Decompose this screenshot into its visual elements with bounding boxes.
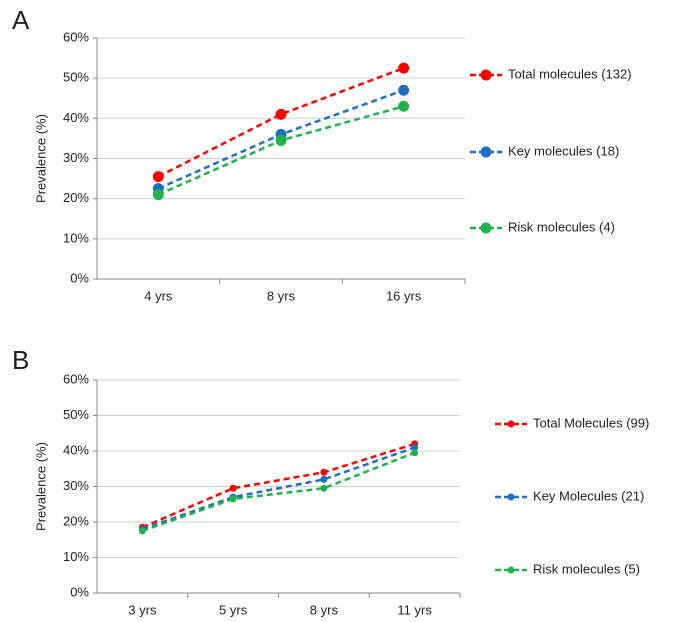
y-tick-label: 60%: [63, 371, 89, 386]
y-tick-label: 30%: [63, 478, 89, 493]
data-point: [398, 84, 410, 96]
series-line: [141, 442, 415, 529]
panel-label: B: [12, 345, 29, 375]
legend-label: Total Molecules (99): [533, 415, 649, 430]
y-tick-label: 50%: [63, 407, 89, 422]
data-point: [275, 108, 287, 120]
legend-marker: [507, 420, 515, 428]
y-tick-label: 60%: [63, 29, 89, 44]
y-tick-label: 40%: [63, 442, 89, 457]
y-tick-label: 0%: [70, 270, 89, 285]
y-tick-label: 40%: [63, 110, 89, 125]
x-tick-label: 5 yrs: [219, 602, 248, 617]
x-tick-label: 11 yrs: [397, 602, 432, 617]
legend-label: Risk molecules (5): [533, 561, 640, 576]
legend-marker: [480, 146, 492, 158]
legend-marker: [480, 222, 492, 234]
data-point: [320, 475, 328, 483]
data-point: [411, 443, 419, 451]
x-tick-label: 4 yrs: [144, 288, 173, 303]
y-axis-label: Prevalence (%): [33, 442, 48, 531]
series-line: [141, 451, 416, 533]
data-point: [320, 484, 328, 492]
data-point: [411, 449, 419, 457]
x-tick-label: 16 yrs: [386, 288, 422, 303]
legend-label: Total molecules (132): [508, 66, 632, 81]
x-tick-label: 8 yrs: [310, 602, 339, 617]
data-point: [152, 189, 164, 201]
y-tick-label: 0%: [70, 584, 89, 599]
y-tick-label: 20%: [63, 190, 89, 205]
data-point: [398, 100, 410, 112]
y-tick-label: 50%: [63, 70, 89, 85]
y-tick-label: 30%: [63, 150, 89, 165]
legend-marker: [507, 566, 515, 574]
y-tick-label: 10%: [63, 549, 89, 564]
legend-label: Key Molecules (21): [533, 488, 644, 503]
data-point: [275, 134, 287, 146]
panel-label: A: [12, 5, 30, 35]
data-point: [152, 171, 164, 183]
data-point: [229, 484, 237, 492]
data-point: [398, 62, 410, 74]
legend-label: Key molecules (18): [508, 143, 619, 158]
legend-marker: [480, 69, 492, 81]
legend-marker: [507, 493, 515, 501]
y-axis-label: Prevalence (%): [33, 114, 48, 203]
x-tick-label: 8 yrs: [267, 288, 296, 303]
data-point: [138, 527, 146, 535]
x-tick-label: 3 yrs: [128, 602, 157, 617]
y-tick-label: 10%: [63, 230, 89, 245]
legend-label: Risk molecules (4): [508, 219, 615, 234]
y-tick-label: 20%: [63, 513, 89, 528]
series-line: [157, 66, 405, 178]
data-point: [229, 495, 237, 503]
data-point: [320, 468, 328, 476]
series-line: [141, 446, 416, 531]
